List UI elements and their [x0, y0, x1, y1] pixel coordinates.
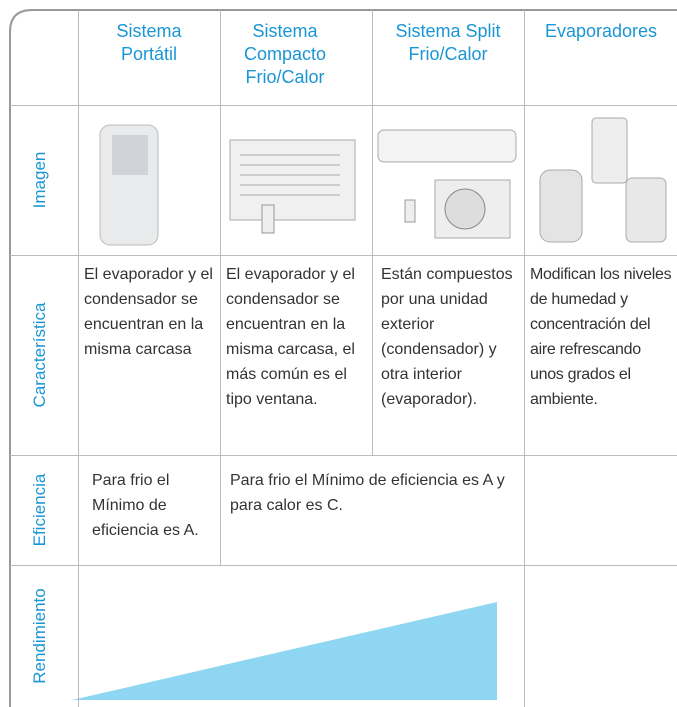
cell: Para frio el Mínimo de eficiencia es A. — [92, 472, 199, 539]
header: Sistema Portátil — [116, 21, 182, 64]
row-label: Característica — [30, 302, 49, 408]
row-label: Rendimiento — [30, 588, 49, 684]
row-label: Eficiencia — [30, 473, 49, 547]
cell: Para frio el Mínimo de eficiencia es A y… — [230, 472, 505, 514]
cell: El evaporador y el condensador se encuen… — [84, 266, 213, 358]
row-label: Imagen — [30, 151, 49, 209]
header: Sistema Compacto Frio/Calor — [243, 21, 327, 87]
header: Evaporadores — [544, 21, 658, 41]
cell: Están compuestos por una unidad exterior… — [381, 266, 513, 408]
header: Sistema Split Frio/Calor — [395, 21, 501, 64]
cell: El evaporador y el condensador se encuen… — [226, 266, 355, 408]
cell: Modifican los niveles de humedad y conce… — [530, 266, 672, 408]
